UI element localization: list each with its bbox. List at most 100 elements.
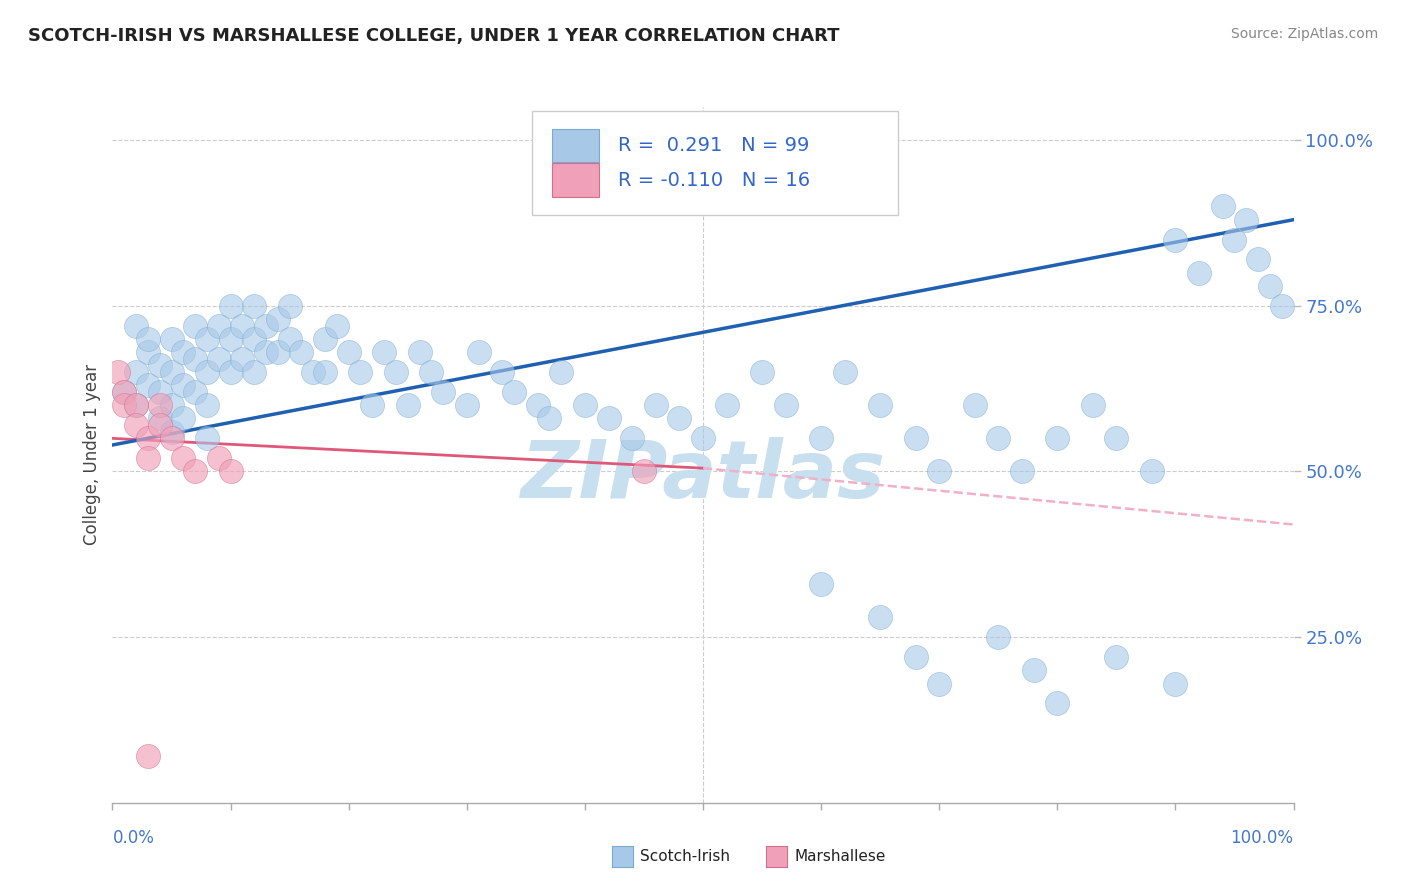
Point	[1247, 252, 1270, 267]
Point	[420, 365, 443, 379]
Point	[195, 398, 218, 412]
Point	[149, 398, 172, 412]
Point	[456, 398, 478, 412]
Point	[125, 418, 148, 433]
Point	[904, 650, 927, 665]
Point	[107, 365, 129, 379]
Point	[314, 365, 336, 379]
Point	[373, 345, 395, 359]
FancyBboxPatch shape	[551, 128, 599, 162]
Point	[491, 365, 513, 379]
Point	[302, 365, 325, 379]
Point	[621, 431, 644, 445]
Point	[160, 332, 183, 346]
Point	[149, 418, 172, 433]
Y-axis label: College, Under 1 year: College, Under 1 year	[83, 364, 101, 546]
Point	[1212, 199, 1234, 213]
Point	[633, 465, 655, 479]
Point	[1022, 663, 1045, 677]
Point	[125, 398, 148, 412]
Point	[219, 365, 242, 379]
Point	[538, 411, 561, 425]
Point	[125, 398, 148, 412]
Point	[1188, 266, 1211, 280]
Point	[208, 351, 231, 366]
Point	[184, 351, 207, 366]
Point	[1046, 431, 1069, 445]
Point	[1234, 212, 1257, 227]
Point	[278, 332, 301, 346]
Point	[112, 398, 135, 412]
FancyBboxPatch shape	[551, 163, 599, 197]
Point	[314, 332, 336, 346]
Point	[361, 398, 384, 412]
Point	[160, 398, 183, 412]
Point	[810, 431, 832, 445]
Point	[1164, 233, 1187, 247]
Point	[668, 411, 690, 425]
FancyBboxPatch shape	[531, 111, 898, 215]
Point	[1140, 465, 1163, 479]
Point	[775, 398, 797, 412]
Point	[149, 359, 172, 373]
Point	[751, 365, 773, 379]
Point	[136, 749, 159, 764]
Text: Marshallese: Marshallese	[794, 849, 886, 863]
Point	[208, 451, 231, 466]
Point	[1271, 299, 1294, 313]
Point	[432, 384, 454, 399]
Point	[1046, 697, 1069, 711]
Point	[254, 318, 277, 333]
Point	[810, 577, 832, 591]
Point	[467, 345, 489, 359]
Point	[160, 425, 183, 439]
Point	[149, 384, 172, 399]
Point	[231, 318, 253, 333]
Point	[1223, 233, 1246, 247]
Point	[136, 345, 159, 359]
Point	[172, 378, 194, 392]
Point	[136, 451, 159, 466]
Point	[644, 398, 666, 412]
Point	[526, 398, 548, 412]
Point	[869, 610, 891, 624]
Point	[184, 465, 207, 479]
Text: 100.0%: 100.0%	[1230, 830, 1294, 847]
Point	[125, 365, 148, 379]
Point	[231, 351, 253, 366]
Point	[136, 378, 159, 392]
Point	[136, 332, 159, 346]
Point	[136, 431, 159, 445]
Point	[1011, 465, 1033, 479]
Point	[869, 398, 891, 412]
Point	[195, 431, 218, 445]
Point	[243, 365, 266, 379]
Point	[267, 312, 290, 326]
Point	[987, 630, 1010, 644]
Point	[172, 451, 194, 466]
Point	[408, 345, 430, 359]
Point	[928, 465, 950, 479]
Point	[987, 431, 1010, 445]
Text: R = -0.110   N = 16: R = -0.110 N = 16	[619, 170, 810, 190]
Point	[208, 318, 231, 333]
Point	[160, 431, 183, 445]
Point	[195, 365, 218, 379]
Point	[267, 345, 290, 359]
Point	[1258, 279, 1281, 293]
Point	[337, 345, 360, 359]
Point	[184, 318, 207, 333]
Point	[160, 365, 183, 379]
Point	[172, 345, 194, 359]
Point	[219, 299, 242, 313]
Point	[692, 431, 714, 445]
Point	[149, 411, 172, 425]
Point	[928, 676, 950, 690]
Text: Source: ZipAtlas.com: Source: ZipAtlas.com	[1230, 27, 1378, 41]
Point	[550, 365, 572, 379]
Point	[1105, 431, 1128, 445]
Point	[574, 398, 596, 412]
Point	[716, 398, 738, 412]
Point	[254, 345, 277, 359]
Point	[963, 398, 986, 412]
